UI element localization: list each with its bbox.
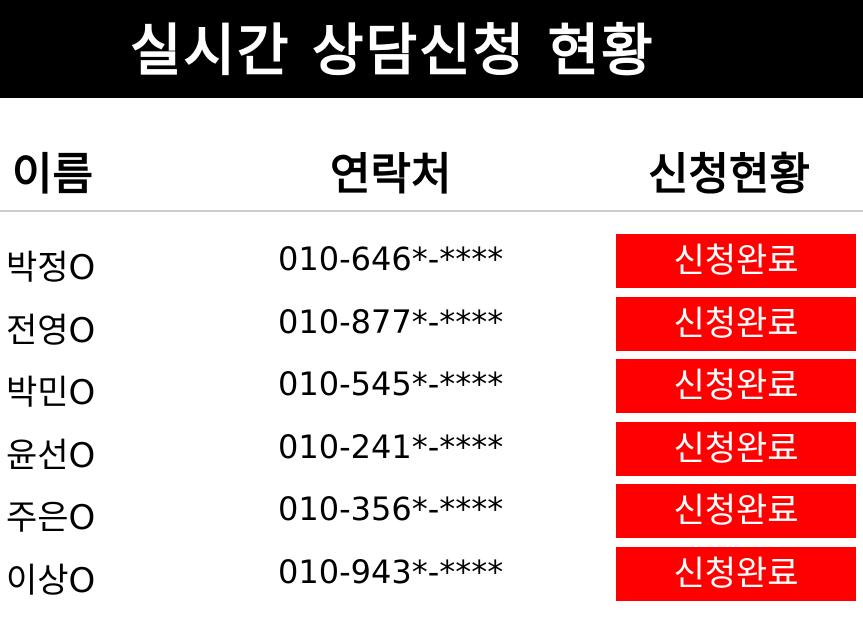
status-badge: 신청완료 [616, 296, 856, 351]
status-badge: 신청완료 [616, 484, 856, 538]
row-name: 윤선O [6, 435, 96, 476]
row-phone: 010-356*-**** [278, 490, 504, 528]
row-name: 박정O [6, 248, 96, 288]
row-phone: 010-241*-**** [278, 427, 504, 466]
table-row: 이상O 010-943*-**** 신청완료 [0, 545, 863, 608]
status-badge: 신청완료 [616, 234, 856, 288]
column-header-phone: 연락처 [330, 149, 452, 200]
status-badge: 신청완료 [616, 546, 856, 601]
title-bar: 실시간 상담신청 현황 [0, 0, 863, 98]
table-row: 박민O 010-545*-**** 신청완료 [0, 357, 863, 420]
row-name: 박민O [6, 373, 96, 413]
row-phone: 010-943*-**** [278, 552, 504, 591]
status-badge: 신청완료 [616, 421, 856, 476]
page-title: 실시간 상담신청 현황 [130, 19, 655, 84]
table-row: 주은O 010-356*-**** 신청완료 [0, 482, 863, 545]
table-row: 박정O 010-646*-**** 신청완료 [0, 232, 863, 295]
row-name: 이상O [6, 560, 96, 601]
row-name: 주은O [6, 498, 96, 538]
row-phone: 010-877*-**** [278, 302, 504, 341]
column-header-name: 이름 [12, 149, 93, 200]
status-badge: 신청완료 [616, 359, 856, 413]
request-list: 박정O 010-646*-**** 신청완료 전영O 010-877*-****… [0, 232, 863, 607]
row-phone: 010-646*-**** [278, 240, 504, 278]
table-header: 이름 연락처 신청현황 [0, 98, 863, 212]
row-name: 전영O [6, 310, 96, 351]
table-row: 윤선O 010-241*-**** 신청완료 [0, 420, 863, 483]
row-phone: 010-545*-**** [278, 365, 504, 403]
column-header-status: 신청현황 [648, 149, 810, 200]
table-row: 전영O 010-877*-**** 신청완료 [0, 295, 863, 358]
